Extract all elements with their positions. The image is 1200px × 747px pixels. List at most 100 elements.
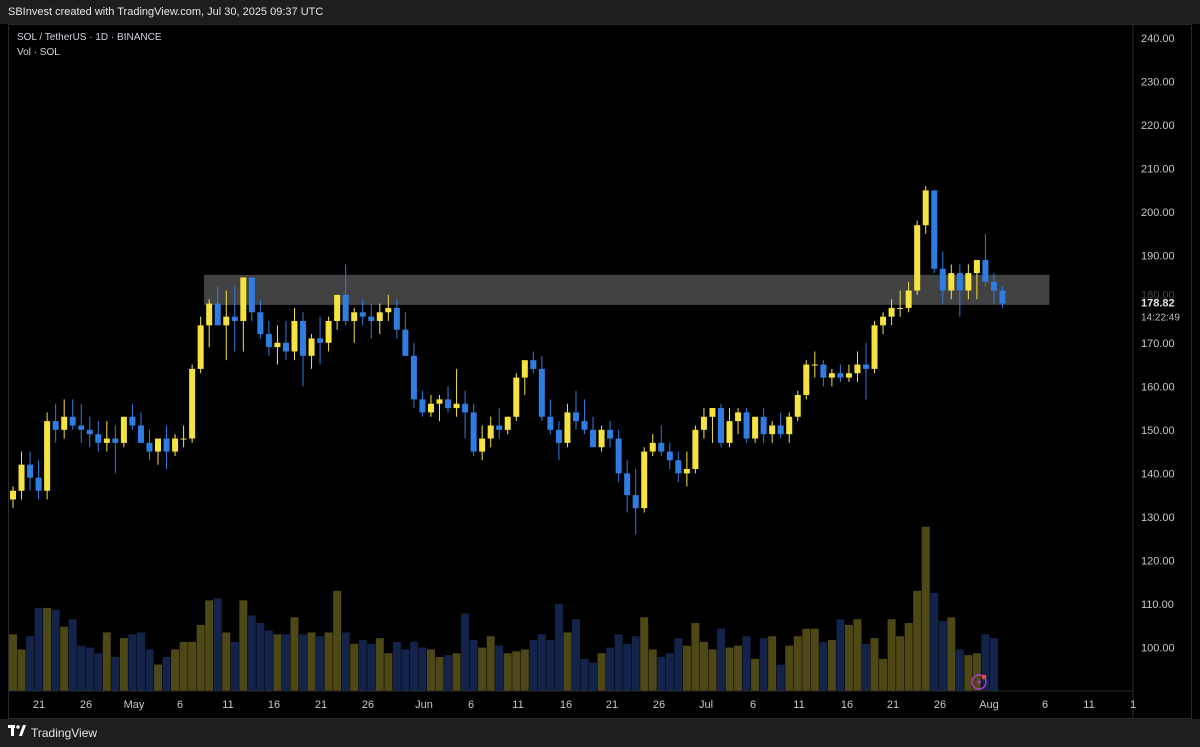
volume-bar	[128, 634, 137, 691]
candle-body	[982, 260, 989, 282]
candle-body	[291, 321, 298, 352]
candlestick-chart[interactable]: 100.00 110.00 120.00 130.00 140.00 150.00 160.…	[9, 25, 1191, 718]
volume-bar	[307, 632, 316, 691]
candle-body	[530, 360, 537, 369]
volume-bar	[606, 647, 615, 691]
volume-bar	[350, 643, 359, 691]
candle-body	[973, 260, 980, 274]
x-tick-label: 11	[222, 699, 233, 711]
volume-bar	[102, 632, 111, 691]
volume-bar	[418, 647, 427, 691]
volume-bar	[665, 653, 674, 691]
lightning-alert-icon[interactable]	[971, 674, 987, 690]
candle-body	[470, 412, 477, 452]
tradingview-logo[interactable]: TradingView	[8, 725, 97, 740]
volume-bar	[989, 638, 998, 691]
candle-body	[376, 312, 383, 321]
volume-bar	[699, 641, 708, 691]
volume-bar	[486, 636, 495, 691]
volume-bar	[435, 657, 444, 691]
volume-bar	[853, 619, 862, 691]
x-tick-label: 21	[606, 699, 618, 711]
volume-bar	[844, 624, 853, 691]
candle-body	[726, 421, 733, 443]
x-tick-label: 26	[80, 699, 92, 711]
x-tick-label: 16	[560, 699, 572, 711]
volume-bar	[179, 641, 188, 691]
volume-bar	[188, 641, 197, 691]
candle-body	[95, 434, 102, 443]
candle-body	[837, 373, 844, 378]
candle-body	[172, 438, 179, 452]
candle-body	[325, 321, 332, 343]
volume-bar	[478, 647, 487, 691]
volume-bar	[716, 628, 725, 691]
candle-body	[794, 395, 801, 417]
candle-body	[436, 399, 443, 404]
volume-bar	[9, 634, 17, 691]
volume-bar	[392, 641, 401, 691]
volume-bar	[51, 609, 60, 691]
volume-bar	[810, 628, 819, 691]
y-tick-label: 150.00	[1141, 425, 1175, 437]
candle-body	[61, 416, 68, 430]
volume-bar	[955, 649, 964, 691]
volume-bar	[290, 617, 299, 691]
candle-body	[555, 429, 562, 443]
chart-panel[interactable]: 100.00 110.00 120.00 130.00 140.00 150.00 160.…	[8, 24, 1192, 719]
volume-bar	[239, 600, 248, 691]
candle-body	[854, 364, 861, 374]
volume-bar	[913, 590, 922, 691]
volume-bar	[426, 649, 435, 691]
volume-bar	[938, 621, 947, 691]
volume-bar	[674, 638, 683, 691]
candle-body	[223, 316, 230, 326]
y-tick-label: 120.00	[1141, 555, 1175, 567]
volume-bar	[589, 662, 598, 691]
volume-bar	[972, 653, 981, 691]
volume-bar	[512, 651, 521, 691]
candle-body	[180, 438, 187, 440]
candle-body	[265, 334, 272, 348]
candle-body	[598, 429, 605, 448]
volume-bar	[94, 653, 103, 691]
candle-body	[351, 312, 358, 321]
candle-body	[581, 421, 588, 430]
volume-bar	[759, 638, 768, 691]
volume-bar	[367, 643, 376, 691]
candle-body	[52, 421, 59, 430]
candle-body	[155, 438, 162, 452]
candle-body	[393, 307, 400, 330]
candle-body	[590, 429, 597, 448]
candle-body	[18, 464, 25, 491]
volume-bar	[384, 653, 393, 691]
candle-body	[300, 321, 307, 356]
volume-bar	[452, 653, 461, 691]
candle-body	[769, 425, 776, 435]
volume-bar	[802, 628, 811, 691]
candle-body	[897, 307, 904, 309]
candle-body	[777, 425, 784, 435]
volume-bar	[409, 641, 418, 691]
x-tick-label: 6	[750, 699, 756, 711]
x-tick-label: 26	[362, 699, 374, 711]
candle-body	[231, 316, 238, 321]
volume-bar	[461, 613, 470, 691]
volume-bar	[162, 657, 171, 691]
volume-bar	[571, 619, 580, 691]
candle-body	[939, 268, 946, 291]
last-price-value: 178.82	[1141, 297, 1175, 309]
x-tick-label: 6	[177, 699, 183, 711]
x-tick-label: 26	[653, 699, 665, 711]
candle-body	[615, 438, 622, 474]
volume-bar	[495, 645, 504, 691]
volume-bar	[77, 645, 86, 691]
volume-bar	[85, 647, 94, 691]
candle-body	[513, 377, 520, 417]
y-tick-label: 140.00	[1141, 468, 1175, 480]
volume-bar	[597, 653, 606, 691]
candle-body	[880, 316, 887, 326]
volume-bar	[145, 649, 154, 691]
brand-name: TradingView	[31, 725, 98, 740]
y-tick-label: 130.00	[1141, 512, 1175, 524]
